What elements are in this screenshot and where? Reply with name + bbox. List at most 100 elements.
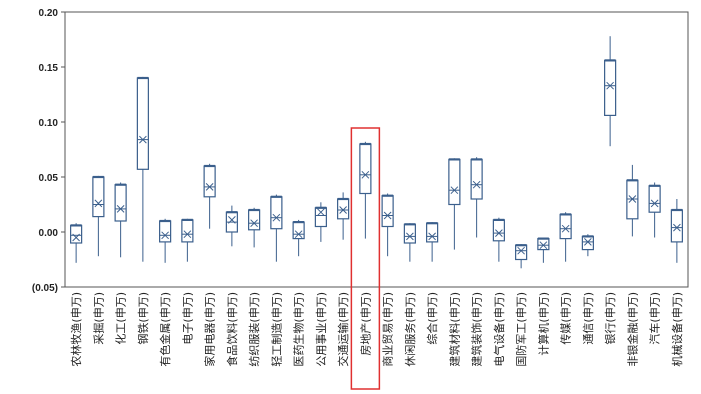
x-tick-label: 机械设备(申万) — [670, 292, 684, 367]
box-group — [470, 157, 483, 238]
x-tick-label: 医药生物(申万) — [292, 292, 306, 367]
y-tick-label: 0.05 — [39, 173, 59, 184]
x-tick-label: 电气设备(申万) — [492, 292, 506, 367]
box-group — [604, 36, 617, 147]
box — [181, 219, 194, 243]
mean-marker — [495, 229, 503, 237]
box-group — [314, 202, 327, 242]
mean-marker — [406, 232, 414, 241]
x-tick-label: 非银金融(申万) — [625, 292, 639, 367]
plot-frame — [64, 11, 689, 288]
mean-marker — [317, 208, 325, 217]
y-tick-label: 0.10 — [39, 118, 59, 129]
box — [136, 77, 149, 170]
x-tick-label: 综合(申万) — [425, 292, 439, 345]
mean-marker — [561, 224, 570, 233]
x-tick-label: 交通运输(申万) — [336, 292, 350, 367]
box-group — [136, 76, 149, 262]
x-tick-label: 农林牧渔(申万) — [69, 292, 83, 367]
highlight-rectangle — [350, 127, 381, 390]
x-tick-label: 有色金属(申万) — [158, 292, 172, 367]
box — [270, 196, 283, 230]
x-tick-label: 国防军工(申万) — [514, 292, 528, 367]
x-tick-label: 家用电器(申万) — [203, 292, 217, 367]
x-tick-label: 钢铁(申万) — [137, 292, 150, 345]
box — [515, 244, 528, 261]
mean-marker — [650, 199, 659, 208]
box-group — [492, 217, 505, 262]
x-tick-label: 银行(申万) — [603, 292, 617, 345]
box-group — [670, 199, 683, 263]
box-group — [70, 223, 83, 263]
box-group — [381, 193, 394, 257]
box-group — [225, 205, 238, 247]
box-group — [92, 175, 105, 257]
box-group — [270, 194, 283, 262]
x-tick-label: 轻工制造(申万) — [269, 292, 283, 367]
x-tick-label: 建筑装饰(申万) — [470, 292, 484, 367]
box-group — [359, 141, 372, 239]
box-group — [581, 234, 594, 257]
mean-marker — [361, 170, 370, 179]
box — [159, 220, 172, 243]
box — [292, 221, 305, 240]
x-tick-label: 纺织服装(申万) — [247, 292, 261, 367]
box — [114, 184, 127, 222]
x-tick-label: 休闲服务(申万) — [403, 292, 417, 367]
mean-marker — [228, 216, 236, 224]
mean-marker — [339, 206, 347, 214]
mean-marker — [205, 183, 214, 191]
x-tick-label: 计算机(申万) — [536, 292, 550, 356]
mean-marker — [628, 195, 637, 203]
box — [203, 165, 216, 198]
boxes-layer — [70, 36, 683, 269]
box-group — [181, 218, 194, 262]
mean-marker — [606, 81, 614, 90]
mean-marker — [161, 231, 169, 240]
x-tick-label: 采掘(申万) — [91, 292, 105, 345]
x-axis: 农林牧渔(申万) 采掘(申万) 化工(申万) 钢铁(申万) 有色金属(申万) 电子(申万)… — [69, 292, 684, 367]
mean-marker — [139, 135, 147, 144]
box-group — [292, 219, 305, 257]
box — [248, 209, 261, 231]
box-group — [448, 158, 461, 250]
y-tick-label: 0.15 — [39, 63, 59, 74]
mean-marker — [72, 233, 80, 242]
box — [92, 176, 105, 218]
box-group — [248, 207, 261, 248]
box — [448, 158, 461, 206]
box — [70, 224, 83, 244]
box — [581, 235, 594, 251]
x-tick-label: 电子(申万) — [181, 292, 194, 345]
x-tick-label: 商业贸易(申万) — [381, 292, 395, 367]
mean-marker — [673, 223, 681, 232]
mean-marker — [183, 230, 192, 239]
mean-marker — [272, 213, 281, 222]
box — [537, 238, 550, 251]
box — [559, 213, 572, 240]
box — [426, 222, 439, 243]
box-group — [337, 192, 350, 240]
mean-marker — [250, 219, 258, 228]
x-tick-label: 传媒(申万) — [560, 292, 573, 345]
box-group — [403, 223, 416, 262]
box — [337, 198, 350, 220]
box — [403, 223, 416, 244]
x-tick-label: 公用事业(申万) — [315, 292, 328, 367]
mean-marker — [584, 238, 592, 246]
mean-marker — [472, 180, 481, 189]
mean-marker — [428, 232, 436, 241]
y-tick-label: (0.05) — [32, 283, 58, 294]
mean-marker — [450, 186, 459, 195]
box-group — [114, 182, 127, 258]
x-tick-label: 化工(申万) — [114, 292, 128, 345]
mean-marker — [294, 230, 303, 239]
x-tick-label: 通信(申万) — [582, 292, 595, 345]
box-group — [515, 244, 528, 269]
x-tick-label: 食品饮料(申万) — [225, 292, 239, 367]
box-group — [159, 218, 172, 263]
box — [648, 185, 661, 213]
box-group — [626, 164, 639, 237]
box — [359, 143, 372, 195]
